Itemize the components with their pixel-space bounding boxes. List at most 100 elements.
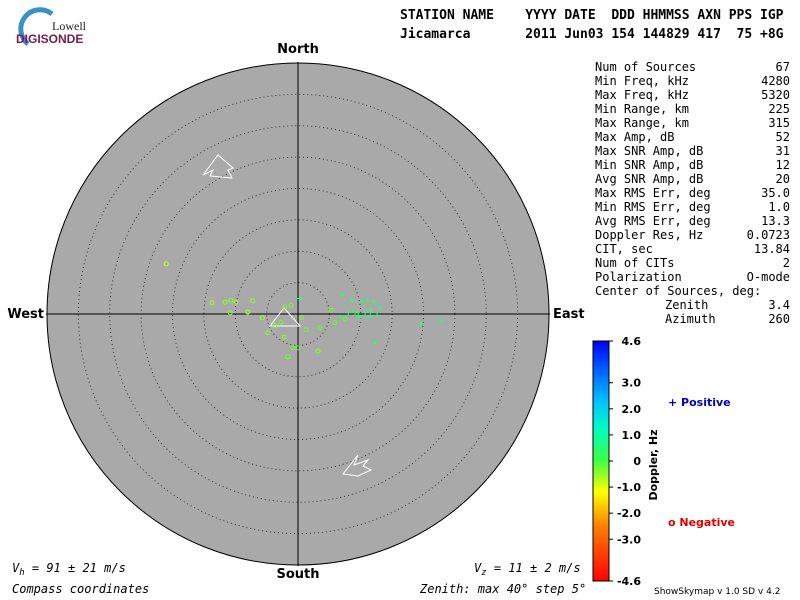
drift-arrow bbox=[342, 454, 373, 477]
source-positive bbox=[352, 309, 358, 315]
vh-label: Vh = 91 ± 21 m/s bbox=[12, 561, 126, 578]
source-negative bbox=[233, 299, 239, 305]
source-negative bbox=[250, 298, 256, 304]
colorbar-tick-label: -1.0 bbox=[617, 481, 641, 494]
stat-label: Max Freq, kHz bbox=[595, 88, 689, 102]
drift-arrow bbox=[202, 154, 234, 179]
source-positive bbox=[339, 292, 345, 298]
source-negative bbox=[163, 261, 169, 267]
source-negative bbox=[295, 345, 301, 351]
stat-label: Doppler Res, Hz bbox=[595, 228, 703, 242]
source-positive bbox=[345, 310, 351, 316]
legend-positive: + Positive bbox=[668, 396, 731, 409]
source-positive bbox=[374, 312, 380, 318]
source-negative bbox=[328, 307, 334, 313]
stat-label: Num of CITs bbox=[595, 256, 674, 270]
stat-label: Avg RMS Err, deg bbox=[595, 214, 711, 228]
stat-label: Min Freq, kHz bbox=[595, 74, 689, 88]
v-text: = 11 ± 2 m/s bbox=[487, 561, 581, 575]
source-negative bbox=[281, 334, 287, 340]
source-positive bbox=[367, 313, 373, 319]
stat-value: 13.84 bbox=[754, 242, 790, 256]
stat-value: 35.0 bbox=[761, 186, 790, 200]
source-negative bbox=[245, 309, 251, 315]
source-negative bbox=[265, 330, 271, 336]
source-positive bbox=[368, 307, 374, 313]
legend-text: Positive bbox=[681, 396, 731, 409]
source-positive bbox=[418, 321, 424, 327]
stat-label: Max Range, km bbox=[595, 116, 689, 130]
source-negative bbox=[272, 322, 278, 328]
stat-value: 67 bbox=[776, 60, 790, 74]
colorbar-title: Doppler, Hz bbox=[647, 429, 660, 500]
stat-label: Max SNR Amp, dB bbox=[595, 144, 703, 158]
source-negative bbox=[342, 316, 348, 322]
source-negative bbox=[285, 354, 291, 360]
center-label: Zenith bbox=[665, 298, 708, 312]
stat-label: CIT, sec bbox=[595, 242, 653, 256]
source-negative bbox=[228, 297, 234, 303]
center-label: Azimuth bbox=[665, 312, 716, 326]
stat-label: Max RMS Err, deg bbox=[595, 186, 711, 200]
source-positive bbox=[377, 305, 383, 311]
colorbar-tick-label: -4.6 bbox=[617, 575, 641, 588]
source-negative bbox=[332, 320, 338, 326]
dir-label: West bbox=[7, 307, 44, 322]
v-symbol: V bbox=[12, 561, 20, 575]
source-negative bbox=[282, 304, 288, 310]
source-negative bbox=[299, 315, 305, 321]
legend-negative: o Negative bbox=[668, 516, 735, 529]
colorbar-tick-label: 2.0 bbox=[622, 403, 642, 416]
header-line: Jicamarca 2011 Jun03 154 144829 417 75 +… bbox=[400, 27, 784, 42]
source-positive bbox=[337, 314, 343, 320]
source-negative bbox=[315, 348, 321, 354]
colorbar-tick-label: 1.0 bbox=[622, 429, 642, 442]
center-marker bbox=[268, 307, 302, 327]
stat-label: Min SNR Amp, dB bbox=[595, 158, 703, 172]
legend-text: Negative bbox=[679, 516, 735, 529]
colorbar-tick-label: -2.0 bbox=[617, 507, 641, 520]
v-symbol: V bbox=[474, 561, 482, 575]
source-negative bbox=[278, 319, 284, 325]
logo-bottom: DIGISONDE bbox=[16, 32, 83, 46]
stat-value: 52 bbox=[776, 130, 790, 144]
source-positive bbox=[297, 295, 303, 301]
v-sub: h bbox=[19, 568, 24, 578]
source-negative bbox=[209, 300, 215, 306]
stat-value: 225 bbox=[768, 102, 790, 116]
v-sub: z bbox=[481, 568, 486, 578]
stat-label: Max Amp, dB bbox=[595, 130, 674, 144]
stat-value: 12 bbox=[776, 158, 790, 172]
v-text: = 91 ± 21 m/s bbox=[25, 561, 126, 575]
stat-label: Min Range, km bbox=[595, 102, 689, 116]
colorbar-tick-label: -3.0 bbox=[617, 533, 641, 546]
stat-label: Min RMS Err, deg bbox=[595, 200, 711, 214]
version: ShowSkymap v 1.0 SD v 4.2 bbox=[654, 587, 780, 597]
zenith-label: Zenith: max 40° step 5° bbox=[419, 582, 586, 596]
center-value: 3.4 bbox=[768, 298, 790, 312]
stat-value: 1.0 bbox=[768, 200, 790, 214]
source-positive bbox=[371, 299, 377, 305]
logo-top: Lowell bbox=[52, 19, 87, 33]
stat-value: 13.3 bbox=[761, 214, 790, 228]
source-positive bbox=[365, 297, 371, 303]
dir-label: East bbox=[553, 307, 585, 322]
source-positive bbox=[357, 314, 363, 320]
center-value: 260 bbox=[768, 312, 790, 326]
colorbar-tick-label: 4.6 bbox=[622, 335, 642, 348]
source-negative bbox=[259, 315, 265, 321]
colorbar-tick-label: 3.0 bbox=[622, 377, 642, 390]
source-positive bbox=[359, 299, 365, 305]
stat-value: 31 bbox=[776, 144, 790, 158]
source-negative bbox=[222, 299, 228, 305]
header-line: STATION NAME YYYY DATE DDD HHMMSS AXN PP… bbox=[400, 8, 784, 23]
stat-label: Num of Sources bbox=[595, 60, 696, 74]
dir-label: North bbox=[277, 42, 319, 57]
vz-label: Vz = 11 ± 2 m/s bbox=[474, 561, 581, 578]
source-negative bbox=[288, 302, 294, 308]
colorbar-tick-label: 0 bbox=[633, 455, 641, 468]
source-negative bbox=[227, 310, 233, 316]
source-positive bbox=[439, 318, 445, 324]
